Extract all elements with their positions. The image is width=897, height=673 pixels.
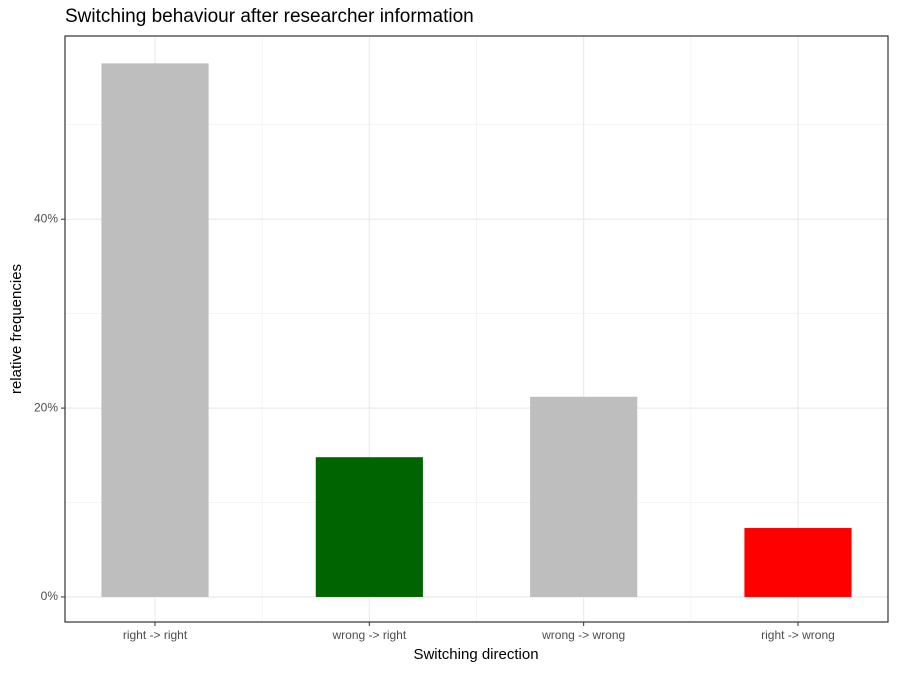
x-tick-label: wrong -> wrong (541, 628, 625, 642)
x-tick-label: right -> right (123, 628, 188, 642)
y-tick-label: 0% (41, 589, 59, 603)
y-axis-title: relative frequencies (8, 264, 25, 394)
y-tick-label: 40% (34, 211, 58, 225)
panel-border (64, 35, 889, 623)
bar (315, 457, 423, 597)
bar (101, 63, 209, 597)
x-tick-label: right -> wrong (761, 628, 835, 642)
y-tick-label: 20% (34, 400, 58, 414)
bar (530, 396, 638, 597)
chart-title: Switching behaviour after researcher inf… (65, 6, 474, 27)
bar (744, 528, 852, 597)
x-axis-title: Switching direction (413, 646, 538, 663)
x-tick-label: wrong -> right (331, 628, 406, 642)
